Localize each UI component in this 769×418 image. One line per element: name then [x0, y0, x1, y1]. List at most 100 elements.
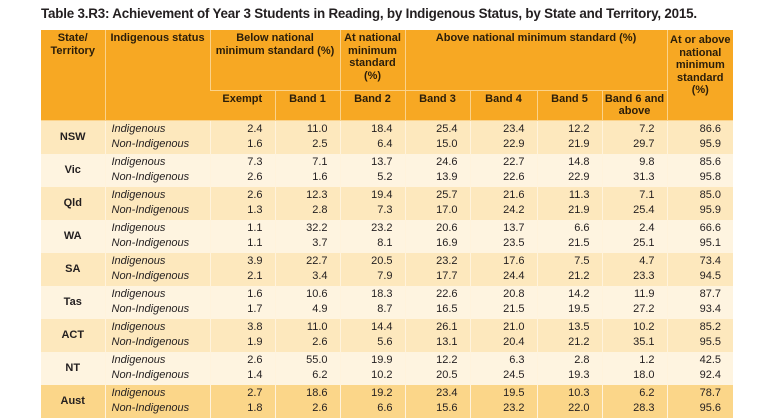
header-band-1: Band 1 [274, 90, 340, 121]
value-cell: 32.2 [274, 219, 340, 236]
value-cell: 10.2 [601, 318, 668, 335]
table-row: WA Indigenous 1.1 32.2 23.2 20.6 13.7 6.6 2.4 66.… [41, 219, 734, 253]
value-cell: 6.6 [536, 219, 602, 236]
value-cell: 95.6 [666, 401, 734, 418]
table-row: Aust Indigenous 2.7 18.6 19.2 23.4 19.5 10.3 6.2… [41, 384, 734, 418]
value-cell: 2.6 [209, 186, 275, 203]
value-cell: 12.2 [536, 120, 602, 137]
value-cell: 21.5 [536, 236, 602, 253]
value-cell: 1.8 [209, 401, 275, 418]
value-cell: 18.4 [339, 120, 405, 137]
value-cell: 11.9 [601, 285, 668, 302]
value-cell: 4.7 [601, 252, 668, 269]
value-cell: 55.0 [274, 351, 340, 368]
value-cell: 7.2 [601, 120, 668, 137]
value-cell: 22.0 [536, 401, 602, 418]
value-cell: 27.2 [601, 302, 668, 319]
value-cell: 94.5 [666, 269, 734, 286]
value-cell: 1.3 [209, 203, 275, 220]
value-cell: 24.6 [404, 153, 470, 170]
value-cell: 8.7 [339, 302, 405, 319]
value-cell: 17.6 [469, 252, 537, 269]
value-cell: 17.0 [404, 203, 470, 220]
value-cell: 25.4 [404, 120, 470, 137]
table-title: Table 3.R3: Achievement of Year 3 Studen… [41, 6, 697, 21]
state-cell: NSW [41, 120, 105, 154]
value-cell: 7.9 [339, 269, 405, 286]
value-cell: 16.9 [404, 236, 470, 253]
value-cell: 12.2 [404, 351, 470, 368]
value-cell: 42.5 [666, 351, 734, 368]
header-below-standard: Below national minimum standard (%) [209, 30, 340, 91]
value-cell: 35.1 [601, 335, 668, 352]
value-cell: 21.6 [469, 186, 537, 203]
value-cell: 5.6 [339, 335, 405, 352]
value-cell: 17.7 [404, 269, 470, 286]
value-cell: 8.1 [339, 236, 405, 253]
value-cell: 2.4 [601, 219, 668, 236]
table-row: Non-Indigenous 1.1 3.7 8.1 16.9 23.5 21.5 25.1 9… [41, 236, 734, 253]
header-at-standard: At national minimum standard (%) [339, 30, 405, 91]
header-exempt: Exempt [210, 90, 275, 121]
header-band-6-and-above: Band 6 and above [601, 90, 668, 121]
value-cell: 18.0 [601, 368, 668, 385]
value-cell: 1.9 [209, 335, 275, 352]
value-cell: 95.1 [666, 236, 734, 253]
value-cell: 16.5 [404, 302, 470, 319]
value-cell: 25.1 [601, 236, 668, 253]
value-cell: 23.2 [339, 219, 405, 236]
value-cell: 19.4 [339, 186, 405, 203]
state-cell: Tas [41, 285, 105, 319]
value-cell: 22.9 [536, 170, 602, 187]
value-cell: 13.7 [469, 219, 537, 236]
indigenous-status-cell: Indigenous [104, 186, 210, 203]
indigenous-status-cell: Non-Indigenous [104, 203, 210, 220]
value-cell: 1.7 [209, 302, 275, 319]
value-cell: 10.2 [339, 368, 405, 385]
value-cell: 22.6 [469, 170, 537, 187]
value-cell: 22.6 [404, 285, 470, 302]
value-cell: 7.1 [274, 153, 340, 170]
value-cell: 13.1 [404, 335, 470, 352]
value-cell: 7.1 [601, 186, 668, 203]
indigenous-status-cell: Indigenous [104, 219, 210, 236]
value-cell: 2.5 [274, 137, 340, 154]
table-row: Non-Indigenous 1.9 2.6 5.6 13.1 20.4 21.2 35.1 9… [41, 335, 734, 352]
value-cell: 29.7 [601, 137, 668, 154]
header-at-or-above: At or above national minimum standard (%… [666, 30, 734, 121]
value-cell: 5.2 [339, 170, 405, 187]
value-cell: 15.6 [404, 401, 470, 418]
table-row: SA Indigenous 3.9 22.7 20.5 23.2 17.6 7.5 4.7 73.… [41, 252, 734, 286]
value-cell: 21.9 [536, 203, 602, 220]
state-cell: Vic [41, 153, 105, 187]
state-cell: ACT [41, 318, 105, 352]
value-cell: 6.2 [601, 384, 668, 401]
value-cell: 6.2 [274, 368, 340, 385]
value-cell: 21.2 [536, 335, 602, 352]
value-cell: 25.7 [404, 186, 470, 203]
value-cell: 1.6 [209, 285, 275, 302]
value-cell: 73.4 [666, 252, 734, 269]
value-cell: 24.5 [469, 368, 537, 385]
indigenous-status-cell: Indigenous [104, 285, 210, 302]
value-cell: 19.5 [536, 302, 602, 319]
indigenous-status-cell: Non-Indigenous [104, 335, 210, 352]
state-cell: SA [41, 252, 105, 286]
value-cell: 22.7 [469, 153, 537, 170]
value-cell: 10.3 [536, 384, 602, 401]
value-cell: 4.9 [274, 302, 340, 319]
value-cell: 1.6 [274, 170, 340, 187]
indigenous-status-cell: Indigenous [104, 318, 210, 335]
table-row: Non-Indigenous 1.3 2.8 7.3 17.0 24.2 21.9 25.4 9… [41, 203, 734, 220]
value-cell: 1.1 [209, 236, 275, 253]
table-row: NSW Indigenous 2.4 11.0 18.4 25.4 23.4 12.2 7.2 8… [41, 120, 734, 154]
value-cell: 23.5 [469, 236, 537, 253]
value-cell: 3.7 [274, 236, 340, 253]
value-cell: 23.4 [469, 120, 537, 137]
value-cell: 95.5 [666, 335, 734, 352]
value-cell: 1.2 [601, 351, 668, 368]
value-cell: 23.3 [601, 269, 668, 286]
value-cell: 6.4 [339, 137, 405, 154]
value-cell: 3.8 [209, 318, 275, 335]
value-cell: 23.2 [404, 252, 470, 269]
